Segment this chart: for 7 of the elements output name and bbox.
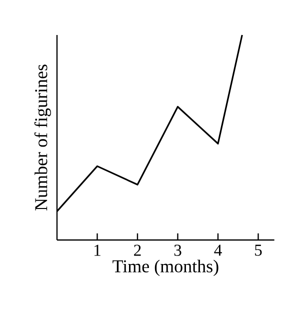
x-tick-label: 1: [94, 244, 100, 256]
y-axis-title: Number of figurines: [34, 64, 51, 210]
x-tick-label: 2: [134, 244, 141, 256]
x-tick-label: 4: [214, 244, 222, 256]
x-tick-label: 5: [255, 244, 262, 256]
x-axis-title: Time (months): [112, 260, 218, 276]
x-tick-label: 3: [174, 244, 182, 256]
